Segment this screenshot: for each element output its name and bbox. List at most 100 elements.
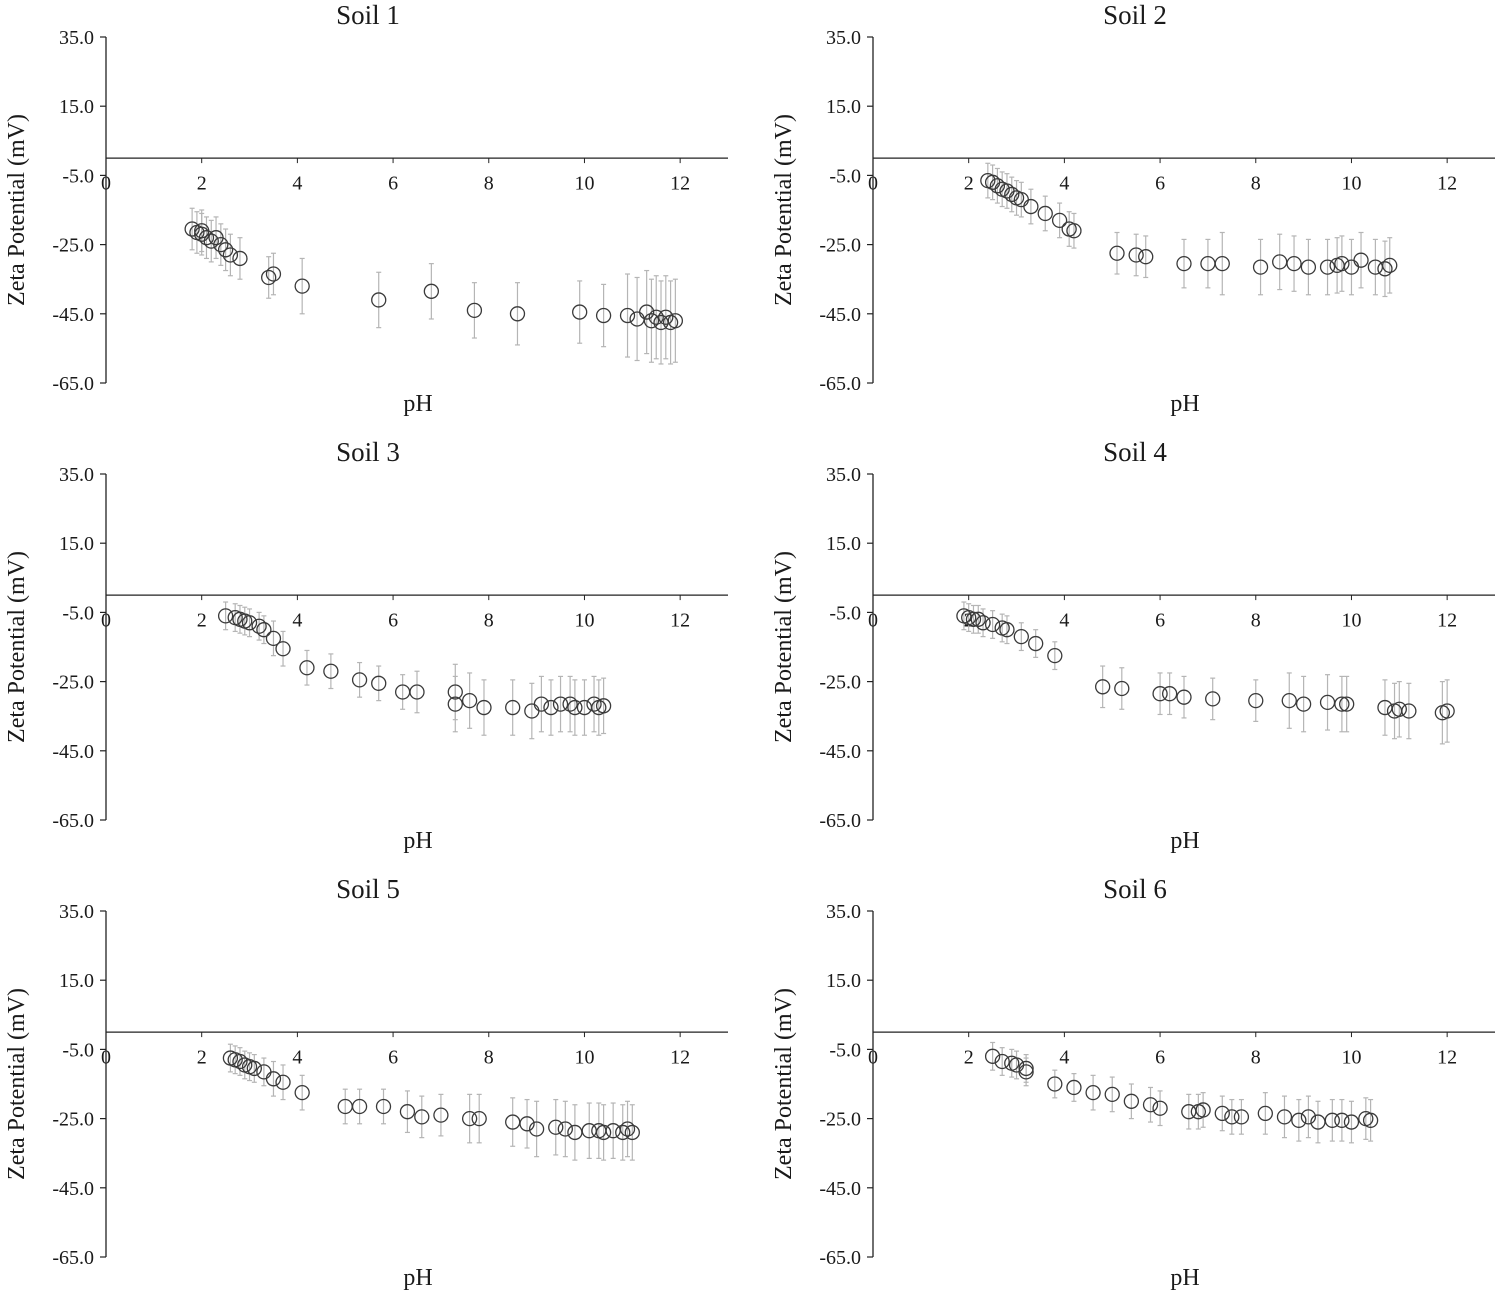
y-tick-label: 35.0 — [826, 901, 861, 923]
data-point — [217, 242, 234, 258]
x-tick-label: 6 — [388, 1046, 398, 1068]
data-point — [1109, 245, 1125, 261]
chart-panel-6: Soil 6 35.0 15.0 -5.0 -25.0 -45.0 -65.0 0 2 4 6 8 10… — [771, 874, 1495, 1291]
data-point — [1018, 1064, 1034, 1080]
data-point — [619, 1121, 636, 1137]
data-point — [217, 608, 234, 624]
x-tick-label: 2 — [964, 1046, 974, 1068]
data-point — [1214, 255, 1230, 272]
data-point — [615, 1124, 631, 1141]
data-point — [999, 622, 1015, 638]
y-tick-label: -25.0 — [52, 672, 94, 694]
chart-title: Soil 4 — [1103, 437, 1167, 467]
data-point — [619, 307, 636, 324]
data-point — [1248, 692, 1264, 709]
data-point — [371, 292, 387, 308]
y-tick-label: -25.0 — [819, 1109, 861, 1131]
x-tick-label: 10 — [1341, 1046, 1361, 1068]
y-axis-title: Zeta Potential (mV) — [771, 114, 797, 306]
y-tick-label: -45.0 — [819, 741, 861, 763]
chart-title: Soil 1 — [336, 0, 400, 30]
x-tick-label: 0 — [101, 172, 111, 194]
x-tick-label: 10 — [574, 609, 594, 631]
data-point — [1128, 247, 1144, 263]
data-point — [232, 1053, 248, 1070]
data-point — [1324, 1112, 1340, 1128]
y-tick-label: -65.0 — [819, 373, 861, 395]
data-point — [1104, 1086, 1120, 1103]
y-tick-label: -65.0 — [52, 810, 94, 832]
data-point — [433, 1107, 449, 1123]
y-tick-label: -5.0 — [62, 1039, 94, 1061]
data-point — [1300, 1109, 1317, 1125]
y-tick-label: 15.0 — [59, 970, 94, 992]
x-tick-label: 10 — [1341, 172, 1361, 194]
data-point — [557, 1121, 573, 1137]
data-point — [213, 236, 229, 253]
data-point — [275, 1074, 291, 1090]
data-point — [1047, 1076, 1063, 1092]
data-point — [1123, 1093, 1140, 1109]
y-tick-label: -25.0 — [819, 672, 861, 694]
chart-title: Soil 2 — [1103, 0, 1167, 30]
data-point — [476, 699, 492, 716]
x-tick-label: 0 — [101, 1046, 111, 1068]
data-point — [471, 1110, 487, 1127]
data-point — [1353, 252, 1369, 268]
data-point — [643, 313, 660, 329]
data-point — [323, 663, 339, 679]
x-tick-label: 8 — [1251, 172, 1261, 194]
chart-panel-1: Soil 1 35.0 15.0 -5.0 -25.0 -45.0 -65.0 0 2 4 6 8 10… — [4, 0, 728, 417]
data-point — [299, 660, 315, 676]
data-point — [466, 302, 483, 318]
y-tick-label: -45.0 — [52, 1178, 94, 1200]
data-point — [533, 696, 550, 712]
x-tick-label: 4 — [292, 1046, 302, 1068]
data-point — [562, 696, 578, 712]
data-point — [409, 684, 425, 700]
x-tick-label: 8 — [484, 1046, 494, 1068]
data-point — [351, 1098, 368, 1115]
data-point — [1295, 696, 1312, 712]
x-tick-label: 0 — [101, 609, 111, 631]
data-point — [1142, 1097, 1159, 1113]
data-point — [509, 306, 526, 322]
x-tick-label: 10 — [1341, 609, 1361, 631]
x-axis-title: pH — [1170, 828, 1199, 854]
x-tick-label: 10 — [574, 1046, 594, 1068]
data-point — [261, 269, 277, 286]
x-tick-label: 6 — [388, 609, 398, 631]
x-tick-label: 4 — [292, 609, 302, 631]
y-tick-label: -45.0 — [52, 741, 94, 763]
data-point — [1037, 205, 1053, 222]
x-axis-title: pH — [403, 828, 432, 854]
y-tick-label: -5.0 — [62, 602, 94, 624]
y-tick-label: -65.0 — [52, 373, 94, 395]
data-point — [203, 233, 219, 249]
x-tick-label: 8 — [484, 609, 494, 631]
data-point — [275, 641, 291, 657]
data-point — [1377, 261, 1393, 277]
data-point — [222, 247, 239, 263]
data-point — [1066, 1079, 1082, 1096]
data-point — [1257, 1105, 1273, 1122]
data-point — [1401, 703, 1417, 719]
chart-panel-3: Soil 3 35.0 15.0 -5.0 -25.0 -45.0 -65.0 0 2 4 6 8 10… — [4, 437, 728, 854]
y-tick-label: 35.0 — [826, 464, 861, 486]
data-point — [658, 309, 674, 325]
data-point — [984, 616, 1001, 633]
x-axis-title: pH — [1170, 391, 1199, 417]
y-tick-label: 15.0 — [59, 533, 94, 555]
y-tick-label: -25.0 — [819, 235, 861, 257]
data-point — [1176, 255, 1192, 272]
data-point — [667, 313, 684, 329]
data-point — [1224, 1109, 1240, 1125]
data-point — [1286, 255, 1302, 272]
data-point — [1114, 680, 1130, 697]
chart-panel-4: Soil 435.015.0-5.0-25.0-45.0-65.00 2 4 6 8 10… — [771, 437, 1495, 854]
chart-panel-5: Soil 5 35.0 15.0 -5.0 -25.0 -45.0 -65.0 0 2 4 6 8 10… — [4, 874, 728, 1291]
y-tick-label: -45.0 — [52, 304, 94, 326]
data-point — [294, 1085, 310, 1101]
data-point — [994, 1053, 1010, 1070]
data-point — [567, 699, 583, 716]
